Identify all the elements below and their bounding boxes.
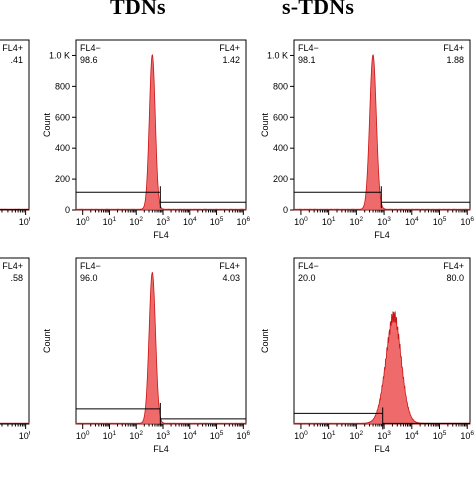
gate-negative-percent: 96.0 [80,273,98,283]
histogram-area [0,208,30,211]
x-tick-label: 101 [103,430,117,441]
x-tick-label: 102 [129,430,143,441]
y-tick-label: 600 [273,112,288,122]
gate-positive-name: FL4+ [2,43,23,53]
gate-negative-percent: 20.0 [298,273,316,283]
y-tick-label: 0 [65,205,70,215]
x-tick-label: 106 [460,216,474,227]
x-tick-label: 105 [433,430,447,441]
x-tick-label: 106 [460,430,474,441]
y-tick-label: 400 [55,143,70,153]
y-tick-label: 200 [273,174,288,184]
x-tick-label: 105 [433,216,447,227]
y-tick-label: 800 [55,81,70,91]
y-axis-label: Count [42,113,52,138]
histogram-area [75,54,247,211]
histogram-area [293,54,471,211]
gate-positive-name: FL4+ [443,43,464,53]
x-tick-label: 106 [237,430,251,441]
histogram-panel-top-middle: 100 101 102 103 104 105 106 0 200 400 600 800 1.0 K F… [40,28,255,243]
y-axis-label: Count [260,329,270,354]
y-axis-label: Count [260,113,270,138]
plot-frame [75,257,247,425]
gate-positive-percent: 1.42 [222,55,240,65]
x-tick-label: 100 [76,216,90,227]
gate-positive-name: FL4+ [219,261,240,271]
x-tick-label: 104 [405,430,419,441]
plot-frame [293,39,471,211]
x-axis-label: FL4 [374,444,390,454]
histogram-svg: 100 101 102 103 104 105 106 0 200 400 600 800 1.0 K F… [42,39,251,240]
plot-frame [75,39,247,211]
x-tick-label: 101 [322,216,336,227]
gate-positive-percent: .58 [10,273,23,283]
y-tick-label: 200 [55,174,70,184]
x-tick-label: 100 [294,216,308,227]
column-title-tdns: TDNs [110,0,166,19]
x-tick-label: 101 [103,216,117,227]
plot-frame [0,39,30,211]
y-tick-label: 600 [55,112,70,122]
x-axis-label: FL4 [153,230,169,238]
gate-positive-name: FL4+ [219,43,240,53]
x-tick-label: 102 [129,216,143,227]
gate-negative-percent: 98.1 [298,55,316,65]
gate-negative-name: FL4− [298,261,319,271]
x-tick-label: 105 [210,430,224,441]
x-axis-label: FL4 [374,230,390,238]
x-tick-label: 102 [350,216,364,227]
histogram-area [293,311,471,425]
histogram-panel-bottom-right: 100 101 102 103 104 105 106 FL4 Count FL4− 20.0 FL4… [256,248,474,479]
gate-positive-name: FL4+ [443,261,464,271]
x-axis-label: FL4 [153,444,169,454]
x-tick-label: 106 [19,430,30,441]
column-title-s-tdns: s-TDNs [282,0,355,19]
gate-positive-percent: .41 [10,55,23,65]
x-tick-label: 101 [322,430,336,441]
y-tick-label: 800 [273,81,288,91]
x-tick-label: 100 [76,430,90,441]
y-axis-label: Count [42,329,52,354]
gate-positive-percent: 4.03 [222,273,240,283]
x-tick-label: 106 [19,216,30,227]
x-tick-label: 104 [183,430,197,441]
x-tick-label: 104 [405,216,419,227]
gate-negative-name: FL4− [80,261,101,271]
histogram-svg: 100 101 102 103 104 105 106 0 200 400 600 800 1.0 K F… [260,39,474,240]
x-tick-label: 100 [294,430,308,441]
x-tick-label: 106 [237,216,251,227]
histogram-svg: 100 101 102 103 104 105 106 FL4 Count FL4− 20.0 FL4… [260,257,474,454]
histogram-panel-top-right: 100 101 102 103 104 105 106 0 200 400 600 800 1.0 K F… [256,28,474,243]
x-tick-label: 103 [377,216,391,227]
histogram-area [75,271,247,425]
gate-positive-name: FL4+ [2,261,23,271]
x-tick-label: 102 [350,430,364,441]
gate-positive-percent: 80.0 [446,273,464,283]
plot-frame [0,257,30,425]
histogram-svg: 100 101 102 103 104 105 106 FL4 Count FL4− 96.0 FL4… [42,257,251,454]
gate-negative-percent: 98.6 [80,55,98,65]
gate-negative-name: FL4− [80,43,101,53]
y-tick-label: 1.0 K [49,50,70,60]
histogram-panel-bottom-middle: 100 101 102 103 104 105 106 FL4 Count FL4− 96.0 FL4… [40,248,255,479]
x-tick-label: 104 [183,216,197,227]
x-tick-label: 103 [156,216,170,227]
y-tick-label: 0 [283,205,288,215]
x-tick-label: 103 [156,430,170,441]
y-tick-label: 400 [273,143,288,153]
x-tick-label: 103 [377,430,391,441]
y-tick-label: 1.0 K [267,50,288,60]
x-tick-label: 105 [210,216,224,227]
gate-positive-percent: 1.88 [446,55,464,65]
gate-negative-name: FL4− [298,43,319,53]
